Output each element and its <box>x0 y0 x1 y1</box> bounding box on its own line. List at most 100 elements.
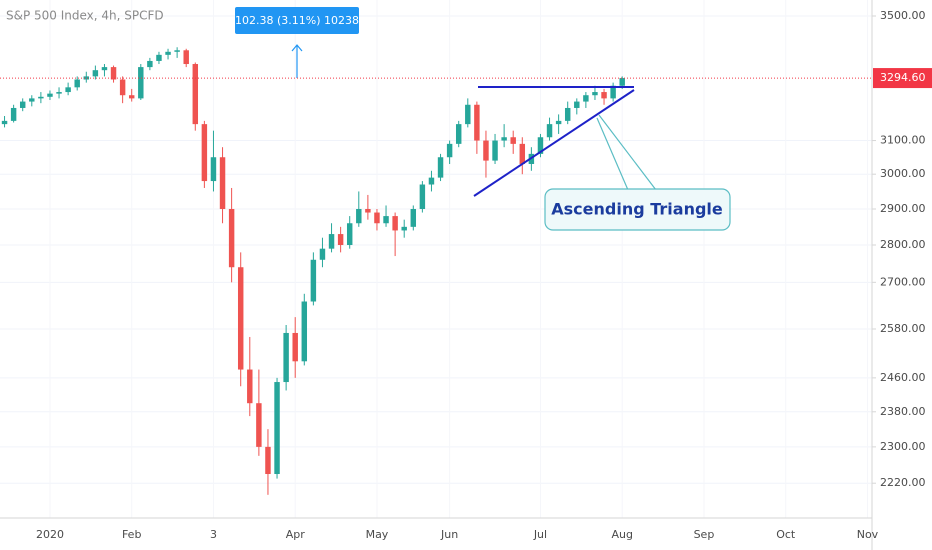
x-tick-label: Aug <box>611 528 632 541</box>
candle-body <box>237 267 244 370</box>
candle-body <box>501 137 507 141</box>
candle-body <box>247 369 253 404</box>
candle-body <box>165 51 171 55</box>
candle-body <box>610 85 616 99</box>
candle-body <box>183 50 189 65</box>
candle-body <box>519 143 526 164</box>
candle-body <box>92 70 99 77</box>
candle-body <box>147 60 153 68</box>
candle-body <box>10 107 17 121</box>
candle-body <box>619 78 625 86</box>
y-tick-label: 3500.00 <box>880 9 926 22</box>
candle-body <box>110 67 117 80</box>
candle-body <box>301 301 308 362</box>
callout-pointer <box>598 114 657 191</box>
candle-body <box>537 137 544 154</box>
x-tick-label: 3 <box>210 528 217 541</box>
x-tick-label: Sep <box>694 528 715 541</box>
y-tick-label: 2900.00 <box>880 202 926 215</box>
x-tick-label: Oct <box>776 528 796 541</box>
candle-body <box>365 208 371 213</box>
y-tick-label: 3100.00 <box>880 134 926 147</box>
y-tick-label: 2460.00 <box>880 371 926 384</box>
candle-body <box>47 93 53 97</box>
candle-body <box>483 140 489 161</box>
candle-body <box>437 157 444 178</box>
candle-body <box>219 157 226 209</box>
candle-body <box>555 120 562 125</box>
candle-body <box>283 332 289 383</box>
x-tick-label: Apr <box>286 528 306 541</box>
measure-arrow-head <box>291 44 303 52</box>
candle-body <box>356 208 362 224</box>
x-tick-label: Nov <box>857 528 879 541</box>
overlay: 3500.00 3100.00 3000.00 2900.00 2800.00 2700.… <box>0 9 932 541</box>
y-tick-label: 2580.00 <box>880 322 926 335</box>
candles <box>1 47 625 495</box>
candle-body <box>210 157 217 182</box>
support-line <box>473 89 635 197</box>
candle-body <box>138 67 144 99</box>
candle-body <box>201 124 208 182</box>
candle-body <box>56 92 62 94</box>
candle-body <box>174 50 180 52</box>
candle-body <box>401 226 407 231</box>
candle-body <box>101 67 108 71</box>
candle-body <box>19 101 26 108</box>
grid <box>0 15 872 484</box>
candle-body <box>292 332 298 362</box>
y-tick-label: 2380.00 <box>880 405 926 418</box>
candle-body <box>65 87 71 93</box>
candle-body <box>392 216 398 231</box>
y-tick-label: 3000.00 <box>880 167 926 180</box>
candle-body <box>74 79 80 88</box>
candle-body <box>546 124 553 138</box>
candle-body <box>383 216 389 224</box>
candle-body <box>510 137 516 144</box>
callout-box <box>544 188 731 231</box>
candle-body <box>428 177 435 185</box>
x-tick-label: Feb <box>122 528 141 541</box>
candle-body <box>455 124 462 144</box>
candle-body <box>419 184 426 209</box>
callout-pointer <box>596 117 629 191</box>
candle-body <box>474 104 480 141</box>
last-price-label: 3294.60 <box>880 71 926 84</box>
y-tick-label: 2220.00 <box>880 476 926 489</box>
x-tick-label: 2020 <box>36 528 64 541</box>
callout-text: Ascending Triangle <box>551 200 723 219</box>
candle-body <box>38 96 44 99</box>
candle-body <box>328 234 335 249</box>
candle-body <box>446 143 453 158</box>
candle-body <box>156 54 162 61</box>
candle-body <box>310 259 317 302</box>
measure-box <box>235 7 359 34</box>
y-tick-label: 2700.00 <box>880 275 926 288</box>
candle-body <box>83 76 90 80</box>
candle-body <box>583 95 589 102</box>
candle-body <box>274 382 280 475</box>
candle-body <box>410 208 417 227</box>
candle-body <box>337 234 344 246</box>
x-tick-label: Jun <box>440 528 458 541</box>
x-tick-label: Jul <box>533 528 547 541</box>
x-tick-label: May <box>366 528 389 541</box>
candle-body <box>192 64 199 125</box>
candle-body <box>492 140 498 161</box>
candle-body <box>601 92 607 99</box>
candle-body <box>128 95 135 99</box>
last-price-tag <box>873 68 932 89</box>
candle-body <box>119 79 126 96</box>
candle-body <box>265 446 271 475</box>
chart-title: S&P 500 Index, 4h, SPCFD <box>6 9 164 23</box>
candle-body <box>1 120 8 125</box>
candle-body <box>574 101 580 108</box>
candle-body <box>256 403 262 447</box>
candle-body <box>346 223 353 246</box>
candle-body <box>29 98 35 102</box>
candle-body <box>228 208 235 268</box>
y-tick-label: 2300.00 <box>880 440 926 453</box>
measure-label: 102.38 (3.11%) 10238 <box>235 14 359 27</box>
